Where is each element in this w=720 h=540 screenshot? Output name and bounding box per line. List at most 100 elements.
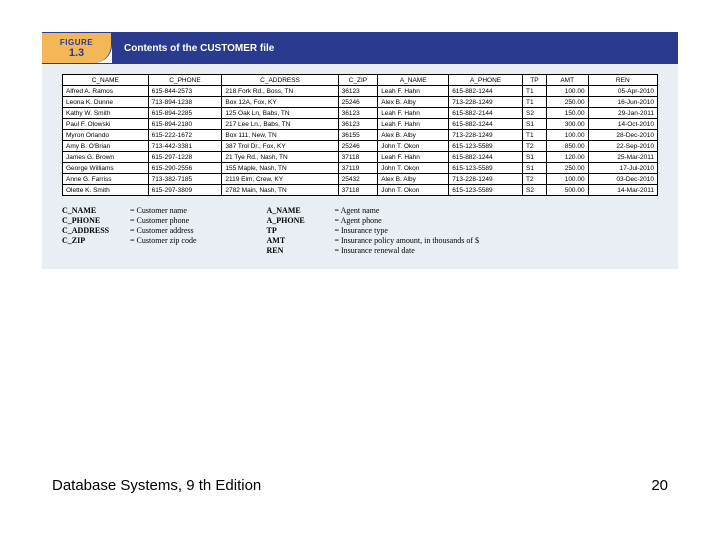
table-cell: 615-297-1228 — [148, 152, 222, 163]
legend-key: C_ZIP — [62, 236, 130, 245]
legend-value: Customer address — [130, 226, 194, 235]
legend-row: A_NAMEAgent name — [267, 206, 480, 215]
table-cell: Leah F. Hahn — [378, 119, 449, 130]
table-cell: 250.00 — [546, 97, 588, 108]
table-cell: 14-Mar-2011 — [588, 185, 657, 196]
table-cell: 120.00 — [546, 152, 588, 163]
table-cell: James G. Brown — [63, 152, 149, 163]
table-cell: 150.00 — [546, 108, 588, 119]
table-cell: 36155 — [338, 130, 378, 141]
legend-row: A_PHONEAgent phone — [267, 216, 480, 225]
table-cell: Paul F. Olowski — [63, 119, 149, 130]
table-row: Olette K. Smith615-297-38092782 Main, Na… — [63, 185, 658, 196]
table-cell: 615-123-5589 — [449, 185, 523, 196]
table-cell: 713-228-1249 — [449, 130, 523, 141]
table-cell: Alex B. Alby — [378, 174, 449, 185]
legend-value: Insurance type — [335, 226, 388, 235]
table-cell: 500.00 — [546, 185, 588, 196]
table-cell: 615-844-2573 — [148, 86, 222, 97]
table-cell: 100.00 — [546, 130, 588, 141]
legend-value: Customer zip code — [130, 236, 197, 245]
table-cell: 29-Jan-2011 — [588, 108, 657, 119]
table-header-cell: C_NAME — [63, 75, 149, 86]
figure-number: 1.3 — [69, 47, 84, 59]
table-cell: 100.00 — [546, 174, 588, 185]
table-cell: Myron Orlando — [63, 130, 149, 141]
table-cell: Box 111, New, TN — [222, 130, 338, 141]
legend-key: C_NAME — [62, 206, 130, 215]
legend-row: C_ZIPCustomer zip code — [62, 236, 197, 245]
legend-row: AMTInsurance policy amount, in thousands… — [267, 236, 480, 245]
table-row: Alfred A. Ramos615-844-2573218 Fork Rd.,… — [63, 86, 658, 97]
table-cell: 713-894-1238 — [148, 97, 222, 108]
table-cell: 37119 — [338, 163, 378, 174]
legend-value: Insurance renewal date — [335, 246, 415, 255]
table-cell: 615-882-1244 — [449, 152, 523, 163]
table-cell: T1 — [523, 130, 547, 141]
table-cell: 16-Jun-2010 — [588, 97, 657, 108]
table-row: George Williams615-290-2556155 Maple, Na… — [63, 163, 658, 174]
table-row: Amy B. O'Brian713-442-3381387 Trol Dr., … — [63, 141, 658, 152]
figure-title: Contents of the CUSTOMER file — [112, 33, 678, 63]
table-cell: 03-Dec-2010 — [588, 174, 657, 185]
table-cell: John T. Okon — [378, 163, 449, 174]
table-cell: 615-882-1244 — [449, 86, 523, 97]
table-header-cell: A_NAME — [378, 75, 449, 86]
table-row: James G. Brown615-297-122821 Tye Rd., Na… — [63, 152, 658, 163]
table-header-cell: TP — [523, 75, 547, 86]
table-cell: 615-297-3809 — [148, 185, 222, 196]
table-cell: 22-Sep-2010 — [588, 141, 657, 152]
table-cell: 615-894-2180 — [148, 119, 222, 130]
footer-text: Database Systems, 9 th Edition — [52, 477, 261, 494]
figure-label: FIGURE — [60, 38, 93, 47]
table-cell: 615-123-5589 — [449, 141, 523, 152]
table-cell: 615-222-1672 — [148, 130, 222, 141]
table-cell: S1 — [523, 119, 547, 130]
legend-value: Insurance policy amount, in thousands of… — [335, 236, 480, 245]
table-row: Myron Orlando615-222-1672Box 111, New, T… — [63, 130, 658, 141]
table-cell: 615-123-5589 — [449, 163, 523, 174]
table-cell: 300.00 — [546, 119, 588, 130]
table-cell: 14-Oct-2010 — [588, 119, 657, 130]
table-cell: Alex B. Alby — [378, 97, 449, 108]
table-cell: S2 — [523, 108, 547, 119]
table-cell: 05-Apr-2010 — [588, 86, 657, 97]
table-cell: 17-Jul-2010 — [588, 163, 657, 174]
table-cell: 21 Tye Rd., Nash, TN — [222, 152, 338, 163]
table-cell: T2 — [523, 141, 547, 152]
legend-key: TP — [267, 226, 335, 235]
table-cell: 2119 Elm, Crew, KY — [222, 174, 338, 185]
table-cell: 36123 — [338, 119, 378, 130]
customer-table: C_NAMEC_PHONEC_ADDRESSC_ZIPA_NAMEA_PHONE… — [62, 74, 658, 196]
legend-left-col: C_NAMECustomer nameC_PHONECustomer phone… — [62, 206, 197, 255]
table-cell: 713-228-1249 — [449, 174, 523, 185]
table-cell: 125 Oak Ln, Babs, TN — [222, 108, 338, 119]
table-cell: 100.00 — [546, 86, 588, 97]
legend-value: Customer phone — [130, 216, 189, 225]
legend-key: A_PHONE — [267, 216, 335, 225]
table-row: Anne G. Farriss713-382-71852119 Elm, Cre… — [63, 174, 658, 185]
legend-value: Customer name — [130, 206, 187, 215]
figure-label-box: FIGURE 1.3 — [42, 33, 112, 63]
table-cell: 25-Mar-2011 — [588, 152, 657, 163]
legend-value: Agent name — [335, 206, 380, 215]
table-cell: S1 — [523, 152, 547, 163]
table-cell: 850.00 — [546, 141, 588, 152]
figure-body: C_NAMEC_PHONEC_ADDRESSC_ZIPA_NAMEA_PHONE… — [42, 64, 678, 269]
table-cell: 25246 — [338, 97, 378, 108]
table-cell: T1 — [523, 97, 547, 108]
table-cell: Box 12A, Fox, KY — [222, 97, 338, 108]
table-cell: 615-894-2285 — [148, 108, 222, 119]
table-cell: Leah F. Hahn — [378, 108, 449, 119]
table-cell: 713-228-1249 — [449, 97, 523, 108]
table-cell: 28-Dec-2010 — [588, 130, 657, 141]
table-cell: George Williams — [63, 163, 149, 174]
table-cell: Leah F. Hahn — [378, 86, 449, 97]
legend-key: AMT — [267, 236, 335, 245]
legend: C_NAMECustomer nameC_PHONECustomer phone… — [62, 206, 658, 255]
table-cell: 250.00 — [546, 163, 588, 174]
table-cell: 37118 — [338, 152, 378, 163]
legend-key: C_ADDRESS — [62, 226, 130, 235]
figure-container: FIGURE 1.3 Contents of the CUSTOMER file… — [42, 32, 678, 269]
table-row: Leona K. Dunne713-894-1238Box 12A, Fox, … — [63, 97, 658, 108]
